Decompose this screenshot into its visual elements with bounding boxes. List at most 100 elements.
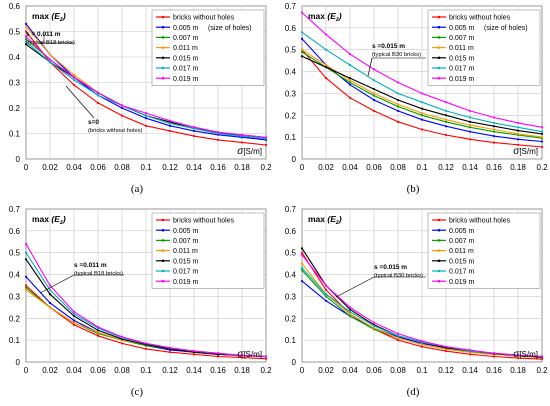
- series-point-d-3: [420, 343, 424, 346]
- series-point-d-6: [516, 353, 520, 357]
- series-point-d-6: [540, 355, 544, 358]
- legend-marker-a-5: [161, 66, 165, 70]
- x-tick-label-b: 0.04: [342, 163, 358, 172]
- x-tick-label-b: 0.16: [486, 163, 502, 172]
- legend-marker-c-3: [161, 249, 165, 252]
- series-point-a-0: [24, 30, 28, 33]
- series-point-a-0: [144, 124, 148, 127]
- x-tick-label-d: 0.14: [462, 366, 478, 375]
- series-point-a-0: [216, 138, 220, 141]
- x-tick-label-c: 0.1: [140, 366, 152, 375]
- x-tick-label-a: 0.08: [114, 163, 130, 172]
- series-point-c-6: [168, 346, 172, 349]
- series-point-b-6: [516, 121, 520, 125]
- series-point-c-1: [72, 319, 76, 322]
- y-tick-label-c: 0: [16, 358, 21, 367]
- series-point-c-2: [24, 286, 28, 289]
- series-point-a-0: [72, 83, 76, 87]
- annotation-line-a-1-1: (bricks without holes): [88, 128, 143, 134]
- legend-marker-a-1: [161, 25, 165, 29]
- series-point-b-5: [444, 109, 448, 113]
- series-point-c-3: [72, 321, 76, 324]
- y-tick-label-a: 0.5: [9, 28, 21, 37]
- legend-marker-c-6: [161, 279, 165, 283]
- series-point-b-4: [492, 125, 496, 128]
- annotation-line-b-0-0: s =0.015 m: [372, 43, 405, 50]
- series-point-c-0: [120, 342, 124, 345]
- series-point-a-0: [264, 143, 268, 147]
- annotation-a-0: s = 0.011 m(typical B18 bricks): [26, 31, 75, 46]
- series-point-b-1: [516, 138, 520, 141]
- annotation-d-0: s =0.015 m (typical B30 bricks): [335, 264, 426, 298]
- series-point-c-6: [24, 242, 28, 246]
- legend-label-b-2: 0.007 m: [449, 35, 474, 42]
- legend-label-d-5: 0.017 m: [449, 269, 474, 276]
- x-tick-label-c: 0.18: [234, 366, 250, 375]
- y-tick-label-b: 0.3: [285, 89, 297, 98]
- legend-marker-d-6: [437, 279, 441, 283]
- series-point-b-0: [444, 133, 448, 137]
- legend-marker-c-0: [161, 218, 165, 222]
- legend-marker-c-2: [161, 239, 165, 242]
- series-point-b-2: [396, 105, 400, 108]
- legend-label-a-3: 0.011 m: [173, 45, 198, 52]
- y-tick-label-d: 0.5: [285, 249, 297, 258]
- y-tick-label-d: 0.7: [285, 205, 297, 214]
- legend-marker-b-4: [437, 56, 441, 60]
- x-tick-label-c: 0.02: [42, 366, 58, 375]
- series-point-a-0: [168, 129, 172, 133]
- series-point-b-2: [444, 120, 448, 123]
- series-point-a-5: [48, 61, 52, 64]
- x-tick-label-b: 0.18: [510, 163, 526, 172]
- series-point-d-0: [300, 251, 304, 254]
- series-point-a-6: [48, 58, 52, 61]
- series-point-b-6: [324, 33, 328, 36]
- series-point-d-6: [300, 253, 304, 256]
- y-tick-label-a: 0.6: [9, 2, 21, 11]
- series-point-d-1: [324, 299, 328, 302]
- series-point-b-3: [492, 128, 496, 131]
- series-point-b-6: [348, 52, 352, 56]
- series-point-b-3: [420, 112, 424, 115]
- legend-label-d-2: 0.007 m: [449, 238, 474, 245]
- y-tick-label-c: 0.6: [9, 227, 21, 236]
- x-tick-label-a: 0.12: [162, 163, 178, 172]
- x-tick-label-a: 0: [24, 163, 29, 172]
- series-point-b-1: [468, 130, 472, 133]
- legend-marker-d-1: [437, 228, 441, 232]
- series-point-b-5: [516, 126, 520, 129]
- series-point-b-6: [468, 109, 472, 113]
- x-tick-label-c: 0.2: [260, 366, 272, 375]
- series-point-b-5: [324, 48, 328, 51]
- legend-label-c-3: 0.011 m: [173, 248, 198, 255]
- series-point-c-0: [24, 284, 28, 287]
- series-point-b-2: [348, 81, 352, 84]
- series-point-a-0: [192, 134, 196, 138]
- legend-label-a-4: 0.015 m: [173, 55, 198, 62]
- series-point-d-6: [372, 321, 376, 324]
- series-point-c-6: [120, 335, 124, 338]
- x-tick-label-c: 0.12: [162, 366, 178, 375]
- series-point-b-0: [396, 120, 400, 123]
- x-tick-label-b: 0.1: [416, 163, 428, 172]
- series-point-a-6: [168, 119, 172, 122]
- legend-label-d-3: 0.011 m: [449, 248, 474, 255]
- series-point-b-2: [372, 94, 376, 97]
- legend-label-a-5: 0.017 m: [173, 66, 198, 73]
- series-point-d-4: [300, 247, 304, 250]
- legend-label-a-1: 0.005 m: [173, 25, 198, 32]
- y-tick-label-a: 0: [16, 155, 21, 164]
- series-point-a-6: [120, 104, 124, 107]
- series-point-d-6: [324, 284, 328, 287]
- x-tick-label-c: 0.14: [186, 366, 202, 375]
- series-point-d-6: [444, 345, 448, 348]
- series-point-a-0: [120, 114, 124, 117]
- y-tick-label-c: 0.5: [9, 249, 21, 258]
- x-tick-label-a: 0.16: [210, 163, 226, 172]
- series-point-c-0: [144, 347, 148, 350]
- series-point-b-1: [348, 83, 352, 86]
- series-point-d-3: [348, 312, 352, 316]
- series-point-b-4: [468, 120, 472, 123]
- legend-marker-b-3: [437, 46, 441, 49]
- legend-label-d-0: bricks without holes: [449, 218, 511, 225]
